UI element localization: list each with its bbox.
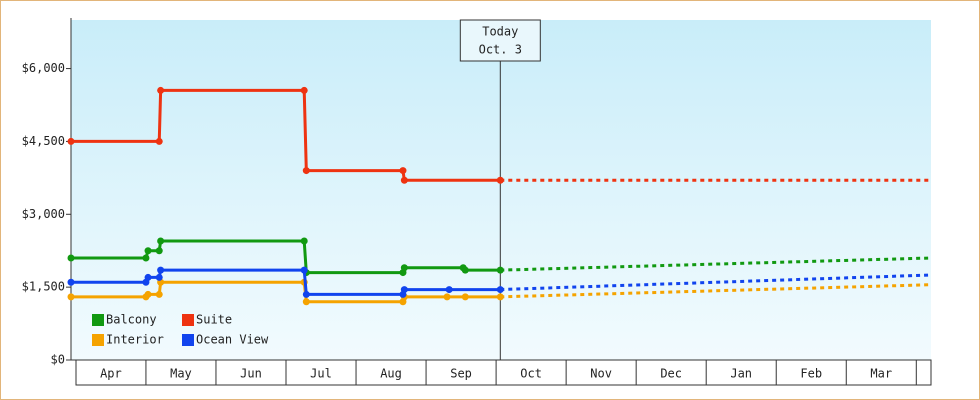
x-tick-label: Dec <box>660 367 682 381</box>
point <box>67 278 75 286</box>
point <box>142 254 150 262</box>
today-label: Oct. 3 <box>479 43 522 57</box>
point <box>400 176 408 184</box>
x-axis-box <box>75 359 932 386</box>
point <box>157 266 165 274</box>
legend-label: Balcony <box>106 313 157 327</box>
x-tick-label: Aug <box>380 367 402 381</box>
point <box>144 273 152 281</box>
point <box>155 137 163 145</box>
x-tick-label: Feb <box>800 367 822 381</box>
today-box <box>459 19 541 62</box>
point <box>157 86 165 94</box>
legend-label: Interior <box>106 333 164 347</box>
y-tick-label: $6,000 <box>22 61 65 75</box>
point <box>400 286 408 294</box>
x-tick-label: Jun <box>240 367 262 381</box>
y-tick-label: $4,500 <box>22 134 65 148</box>
point <box>300 266 308 274</box>
point <box>302 298 310 306</box>
x-tick-label: Oct <box>520 367 542 381</box>
point <box>144 247 152 255</box>
today-label: Today <box>482 25 518 39</box>
legend-label: Ocean View <box>196 333 269 347</box>
point <box>302 290 310 298</box>
point <box>67 254 75 262</box>
y-tick-label: $1,500 <box>22 280 65 294</box>
x-tick-label: Jul <box>310 367 332 381</box>
point <box>67 293 75 301</box>
point <box>496 266 504 274</box>
legend-swatch <box>182 314 194 326</box>
plot-area <box>71 20 931 360</box>
point <box>157 237 165 245</box>
x-tick-label: Mar <box>870 367 892 381</box>
y-tick-label: $0 <box>51 353 65 367</box>
x-tick-label: Nov <box>590 367 612 381</box>
point <box>67 137 75 145</box>
x-tick-label: Apr <box>100 367 122 381</box>
point <box>144 290 152 298</box>
x-tick-label: Jan <box>730 367 752 381</box>
point <box>300 237 308 245</box>
point <box>445 286 453 294</box>
point <box>302 167 310 175</box>
point <box>155 273 163 281</box>
point <box>461 293 469 301</box>
point <box>300 86 308 94</box>
point <box>443 293 451 301</box>
point <box>461 266 469 274</box>
point <box>496 176 504 184</box>
point <box>400 264 408 272</box>
x-tick-label: May <box>170 367 192 381</box>
legend-swatch <box>92 334 104 346</box>
point <box>399 167 407 175</box>
point <box>496 286 504 294</box>
x-tick-label: Sep <box>450 367 472 381</box>
point <box>496 293 504 301</box>
point <box>155 247 163 255</box>
y-tick-label: $3,000 <box>22 207 65 221</box>
legend-swatch <box>182 334 194 346</box>
point <box>155 290 163 298</box>
legend-swatch <box>92 314 104 326</box>
legend-label: Suite <box>196 313 232 327</box>
